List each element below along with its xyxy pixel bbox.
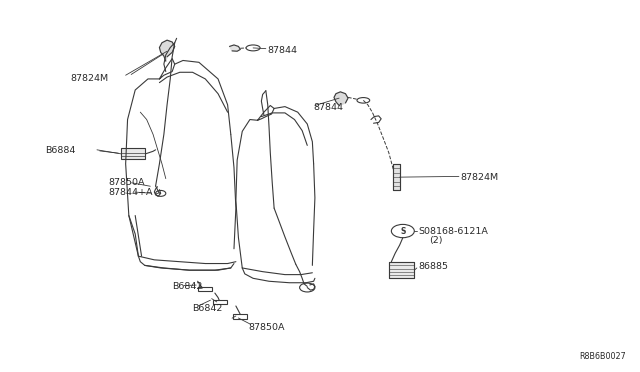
Polygon shape bbox=[334, 92, 348, 106]
Text: B6842: B6842 bbox=[193, 304, 223, 313]
Text: 87824M: 87824M bbox=[70, 74, 108, 83]
Text: 87850A: 87850A bbox=[248, 323, 285, 331]
Text: B6842: B6842 bbox=[172, 282, 202, 291]
Text: S08168-6121A: S08168-6121A bbox=[419, 227, 489, 235]
Polygon shape bbox=[230, 45, 241, 51]
Text: B6884: B6884 bbox=[45, 147, 75, 155]
Text: S: S bbox=[400, 227, 406, 235]
Text: 87824M: 87824M bbox=[460, 173, 499, 182]
Text: 87850A: 87850A bbox=[108, 178, 145, 187]
Polygon shape bbox=[394, 164, 399, 190]
Polygon shape bbox=[389, 262, 414, 278]
Text: 87844: 87844 bbox=[268, 46, 298, 55]
Text: (2): (2) bbox=[429, 236, 443, 245]
Text: 87844+A: 87844+A bbox=[108, 188, 153, 197]
Text: 87844: 87844 bbox=[314, 103, 344, 112]
Text: R8B6B0027: R8B6B0027 bbox=[579, 352, 626, 361]
Text: 86885: 86885 bbox=[419, 262, 449, 271]
FancyBboxPatch shape bbox=[121, 148, 145, 160]
Polygon shape bbox=[159, 40, 175, 61]
